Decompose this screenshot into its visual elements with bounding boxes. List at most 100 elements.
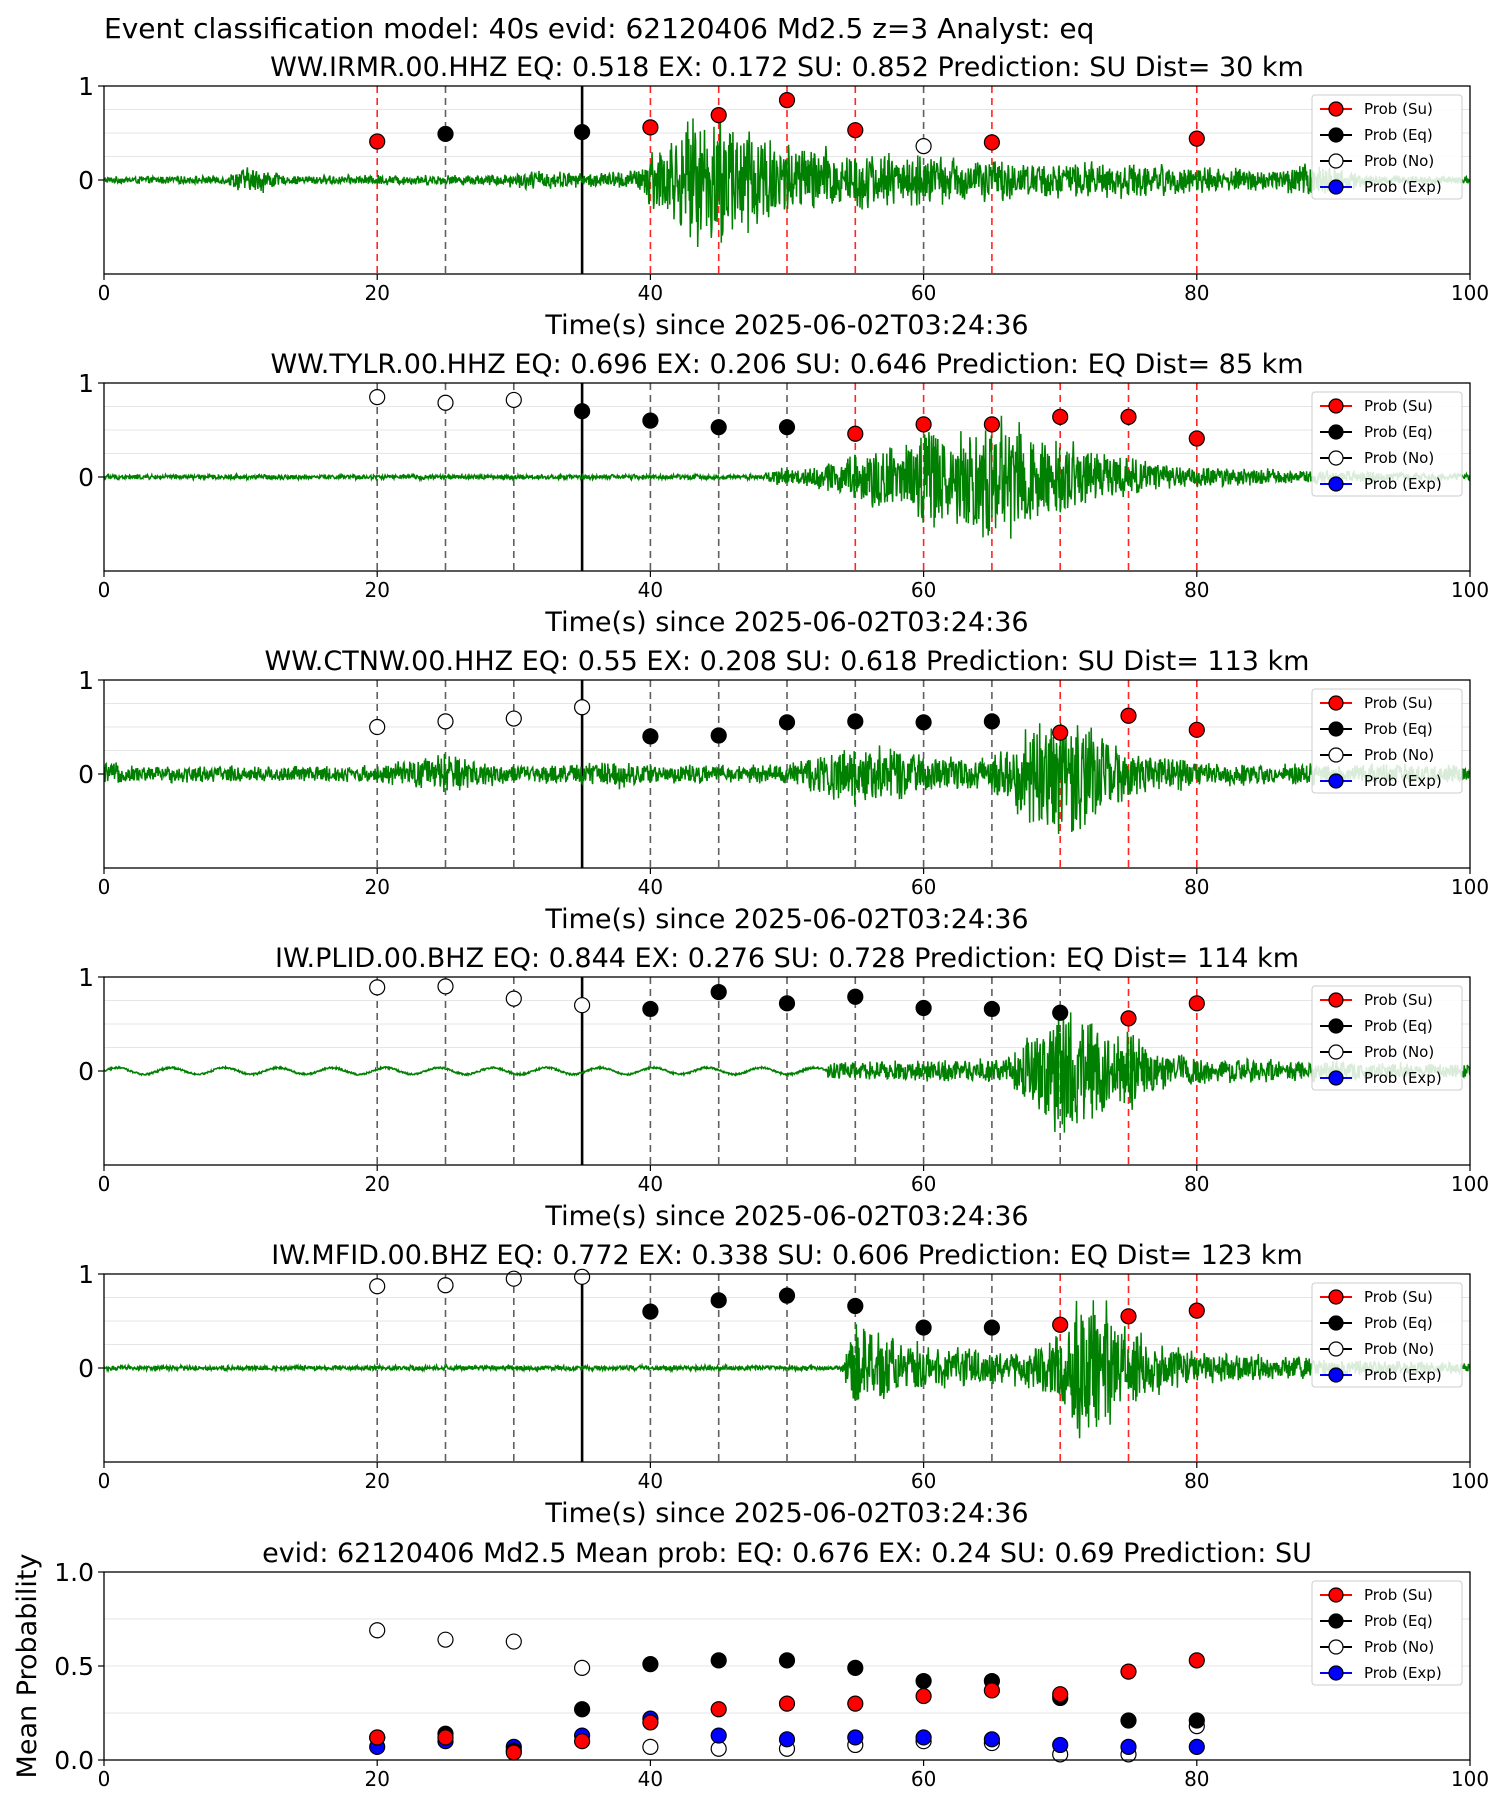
mean-marker-s2-11: [1120, 1712, 1137, 1729]
prob-marker-11-p2: [1120, 408, 1137, 425]
x-tick-label-2-p1: 40: [638, 281, 663, 305]
prob-marker-8-p5: [915, 1319, 932, 1336]
waveform-trace-p1: [104, 114, 1470, 248]
mean-marker-s2-4: [642, 1656, 659, 1673]
legend-label-1-p1: Prob (Eq): [1364, 126, 1433, 144]
prob-marker-9-p2: [983, 416, 1001, 433]
prob-marker-3-p1: [642, 119, 659, 136]
panel-title-1: WW.IRMR.00.HHZ EQ: 0.518 EX: 0.172 SU: 0…: [270, 52, 1304, 83]
legend-marker-2-p4: [1328, 1044, 1344, 1060]
prob-marker-2-p4: [505, 990, 522, 1007]
x-tick-label-0-p6: 0: [98, 1767, 111, 1791]
mean-marker-s3-10: [1052, 1686, 1069, 1703]
prob-marker-5-p4: [710, 983, 727, 1001]
prob-marker-9-p4: [983, 1000, 1001, 1018]
prob-marker-0-p3: [369, 718, 386, 736]
panel-2: WW.TYLR.00.HHZ EQ: 0.696 EX: 0.206 SU: 0…: [78, 349, 1489, 638]
x-tick-label-4-p2: 80: [1184, 578, 1209, 602]
prob-marker-0-p4: [369, 979, 386, 996]
prob-marker-12-p5: [1188, 1302, 1205, 1319]
x-tick-label-4-p3: 80: [1184, 875, 1209, 899]
y-axis-label-p6: Mean Probability: [12, 1554, 43, 1779]
legend-marker-1-p2: [1328, 424, 1344, 440]
mean-marker-s0-2: [505, 1633, 522, 1650]
prob-marker-9-p5: [983, 1319, 1001, 1336]
legend-label-2-p1: Prob (No): [1364, 152, 1434, 170]
x-tick-label-5-p1: 100: [1451, 281, 1489, 305]
legend-marker-2-p6: [1328, 1639, 1344, 1655]
panel-title-5: IW.MFID.00.BHZ EQ: 0.772 EX: 0.338 SU: 0…: [271, 1240, 1303, 1271]
legend-box: [1311, 1580, 1463, 1686]
legend-box: [1311, 1282, 1463, 1388]
x-tick-label-5-p3: 100: [1451, 875, 1489, 899]
prob-marker-5-p2: [710, 419, 727, 436]
x-tick-label-2-p2: 40: [638, 578, 663, 602]
legend-label-3-p4: Prob (Exp): [1364, 1069, 1442, 1087]
prob-marker-2-p3: [505, 710, 522, 727]
prob-marker-2-p5: [505, 1270, 522, 1287]
y-tick-label-1-p2: 1: [78, 369, 94, 398]
legend-box: [1311, 985, 1463, 1091]
mean-marker-s3-7: [847, 1695, 864, 1712]
legend-label-2-p6: Prob (No): [1364, 1638, 1434, 1656]
panels: WW.IRMR.00.HHZ EQ: 0.518 EX: 0.172 SU: 0…: [12, 52, 1489, 1791]
waveform-trace-p2: [104, 415, 1470, 539]
plot-area-3: [104, 680, 1470, 868]
prob-marker-4-p5: [642, 1303, 659, 1320]
mean-marker-s0-1: [437, 1631, 454, 1648]
legend-marker-0-p6: [1328, 1587, 1344, 1603]
panel-title-6: evid: 62120406 Md2.5 Mean prob: EQ: 0.67…: [262, 1538, 1312, 1569]
legend-label-0-p2: Prob (Su): [1364, 397, 1433, 415]
mean-marker-s1-5: [710, 1727, 727, 1744]
legend-label-1-p4: Prob (Eq): [1364, 1017, 1433, 1035]
mean-marker-s3-12: [1188, 1652, 1205, 1669]
y-tick-label-1-p3: 1: [78, 666, 94, 695]
x-tick-label-3-p3: 60: [911, 875, 936, 899]
x-tick-label-0-p4: 0: [98, 1172, 111, 1196]
mean-marker-s3-4: [642, 1714, 659, 1731]
prob-marker-3-p2: [573, 403, 591, 420]
legend-label-2-p3: Prob (No): [1364, 746, 1434, 764]
prob-marker-12-p4: [1188, 995, 1205, 1012]
prob-marker-6-p3: [778, 714, 796, 731]
legend-marker-1-p1: [1328, 127, 1344, 143]
mean-marker-s3-9: [983, 1682, 1001, 1699]
prob-marker-8-p1: [983, 134, 1001, 151]
prob-marker-7-p3: [847, 713, 864, 730]
figure-suptitle: Event classification model: 40s evid: 62…: [104, 12, 1094, 45]
mean-marker-s3-0: [369, 1729, 386, 1746]
prob-marker-0-p1: [369, 133, 386, 150]
prob-marker-5-p1: [778, 91, 796, 109]
prob-marker-9-p3: [983, 713, 1001, 730]
mean-marker-s3-3: [573, 1733, 591, 1750]
prob-marker-0-p5: [369, 1278, 386, 1295]
prob-marker-8-p3: [915, 714, 932, 731]
x-axis-label-p5: Time(s) since 2025-06-02T03:24:36: [544, 1498, 1028, 1529]
prob-marker-5-p5: [710, 1292, 727, 1309]
legend-label-3-p3: Prob (Exp): [1364, 772, 1442, 790]
mean-marker-s1-9: [983, 1731, 1001, 1748]
x-tick-label-1-p3: 20: [364, 875, 389, 899]
mean-marker-s1-7: [847, 1729, 864, 1746]
mean-marker-s3-8: [915, 1687, 932, 1705]
legend-box: [1311, 688, 1463, 794]
x-axis-label-p2: Time(s) since 2025-06-02T03:24:36: [544, 607, 1028, 638]
legend-marker-3-p4: [1328, 1070, 1344, 1086]
legend-marker-1-p3: [1328, 721, 1344, 737]
panel-6: evid: 62120406 Md2.5 Mean prob: EQ: 0.67…: [12, 1538, 1489, 1791]
y-tick-label-0-p5: 0: [78, 1354, 94, 1383]
x-tick-label-1-p2: 20: [364, 578, 389, 602]
x-tick-label-1-p1: 20: [364, 281, 389, 305]
prob-marker-12-p2: [1188, 430, 1205, 447]
y-tick-label-2-p6: 1.0: [54, 1558, 94, 1587]
x-tick-label-5-p4: 100: [1451, 1172, 1489, 1196]
prob-marker-7-p5: [847, 1297, 864, 1315]
panel-1: WW.IRMR.00.HHZ EQ: 0.518 EX: 0.172 SU: 0…: [78, 52, 1489, 341]
mean-marker-s3-1: [437, 1729, 454, 1746]
mean-marker-s0-3: [573, 1659, 591, 1676]
x-tick-label-1-p6: 20: [364, 1767, 389, 1791]
legend-box: [1311, 94, 1463, 200]
prob-marker-1-p3: [437, 713, 454, 730]
prob-marker-3-p3: [573, 699, 591, 716]
